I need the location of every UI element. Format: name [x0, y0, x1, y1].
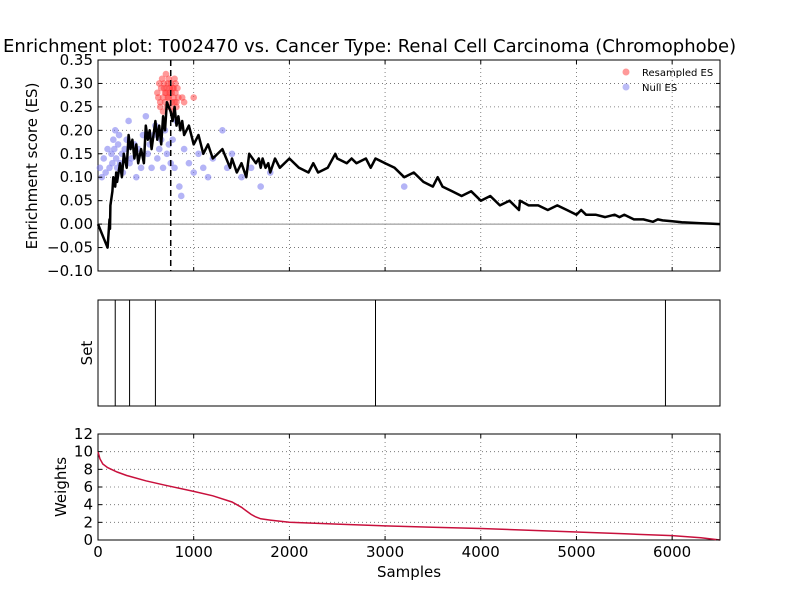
enrichment-ytick-label: 0.30: [60, 74, 93, 92]
enrichment-ytick-label: −0.10: [47, 262, 93, 280]
null-es-point: [199, 164, 207, 172]
null-es-point: [111, 127, 119, 134]
enrichment-ytick-label: −0.05: [47, 239, 93, 257]
null-es-point: [144, 150, 152, 158]
enrichment-ytick-label: 0.00: [60, 215, 93, 233]
legend-marker: [622, 68, 630, 76]
weights-ytick-label: 10: [74, 443, 93, 461]
weights-ytick-label: 0: [83, 531, 93, 549]
null-es-point: [190, 169, 197, 176]
enrichment-ticks: −0.10 −0.05 0.00 0.05 0.10 0.15 0.20 0.25 0.30 0.…: [47, 51, 720, 280]
enrichment-panel-frame: [97, 59, 721, 272]
null-es-point: [125, 117, 132, 125]
weights-ytick-label: 2: [83, 513, 93, 531]
weights-ytick-label: 4: [83, 496, 93, 514]
null-es-point: [102, 169, 109, 176]
weights-curve: [97, 451, 721, 541]
null-es-point: [110, 136, 117, 144]
null-es-point: [185, 159, 193, 167]
set-lines: [114, 300, 666, 406]
null-es-point: [176, 183, 183, 190]
null-es-point: [100, 155, 108, 162]
null-es-point: [238, 173, 245, 181]
null-es-point: [228, 150, 236, 158]
null-es-point: [104, 145, 111, 153]
null-es-point: [115, 131, 123, 139]
legend-marker: [622, 83, 630, 91]
enrichment-ytick-label: 0.10: [60, 168, 93, 186]
null-es-point: [114, 141, 122, 148]
set-panel-frame: [97, 299, 721, 407]
null-es-point: [400, 183, 408, 190]
weights-xtick-label: 0: [93, 543, 103, 561]
enrichment-panel: −0.10 −0.05 0.00 0.05 0.10 0.15 0.20 0.25 0.30 0.…: [23, 51, 721, 280]
es-curve: [96, 100, 721, 249]
resampled-es-point: [159, 108, 167, 115]
weights-ytick-label: 12: [74, 425, 93, 443]
legend-label: Null ES: [642, 83, 677, 94]
resampled-es-point: [190, 94, 197, 101]
weights-curve-group: [97, 451, 721, 541]
weights-grid: [98, 434, 720, 540]
enrichment-ytick-label: 0.35: [60, 51, 93, 69]
resampled-es-point: [180, 98, 188, 106]
null-es-point: [110, 145, 118, 153]
legend: Resampled ES Null ES: [622, 68, 713, 94]
weights-xtick-label: 4000: [462, 543, 500, 561]
null-es-point: [171, 164, 178, 172]
null-es-point: [180, 145, 188, 153]
null-es-point: [154, 155, 161, 162]
weights-xtick-label: 5000: [557, 543, 595, 561]
es-curve-group: [96, 60, 721, 271]
null-es-point: [109, 159, 116, 167]
legend-label: Resampled ES: [642, 68, 713, 79]
set-ylabel: Set: [78, 341, 96, 366]
null-es-point: [155, 145, 163, 153]
null-es-point: [112, 155, 120, 162]
null-es-point: [195, 150, 202, 158]
enrichment-ytick-label: 0.20: [60, 121, 93, 139]
enrichment-grid: [98, 60, 720, 271]
set-panel: Set: [78, 299, 721, 407]
resampled-es-point: [172, 80, 179, 87]
samples-xlabel: Samples: [377, 563, 441, 581]
null-es-point: [163, 150, 171, 158]
enrichment-ytick-label: 0.25: [60, 98, 93, 116]
weights-ylabel: Weights: [52, 457, 70, 517]
null-es-point: [257, 183, 264, 190]
weights-ytick-label: 8: [83, 460, 93, 478]
weights-xtick-label: 3000: [366, 543, 404, 561]
weights-ytick-label: 6: [83, 478, 93, 496]
enrichment-ytick-label: 0.15: [60, 145, 93, 163]
null-es-point: [159, 164, 167, 172]
null-es-point: [148, 164, 155, 172]
null-es-point: [137, 164, 145, 172]
weights-xtick-label: 1000: [175, 543, 213, 561]
null-es-point: [96, 164, 104, 172]
resampled-es-point: [162, 89, 170, 97]
chart-title: Enrichment plot: T002470 vs. Cancer Type…: [3, 36, 736, 57]
null-es-point: [132, 173, 140, 181]
null-es-point: [247, 164, 255, 172]
enrichment-ytick-label: 0.05: [60, 192, 93, 210]
null-es-point: [177, 192, 185, 200]
weights-xtick-label: 6000: [653, 543, 691, 561]
null-es-point: [219, 127, 226, 134]
null-es-point: [204, 173, 212, 181]
null-es-point: [142, 112, 150, 120]
weights-xtick-label: 2000: [270, 543, 308, 561]
enrichment-ylabel: Enrichment score (ES): [23, 83, 41, 250]
